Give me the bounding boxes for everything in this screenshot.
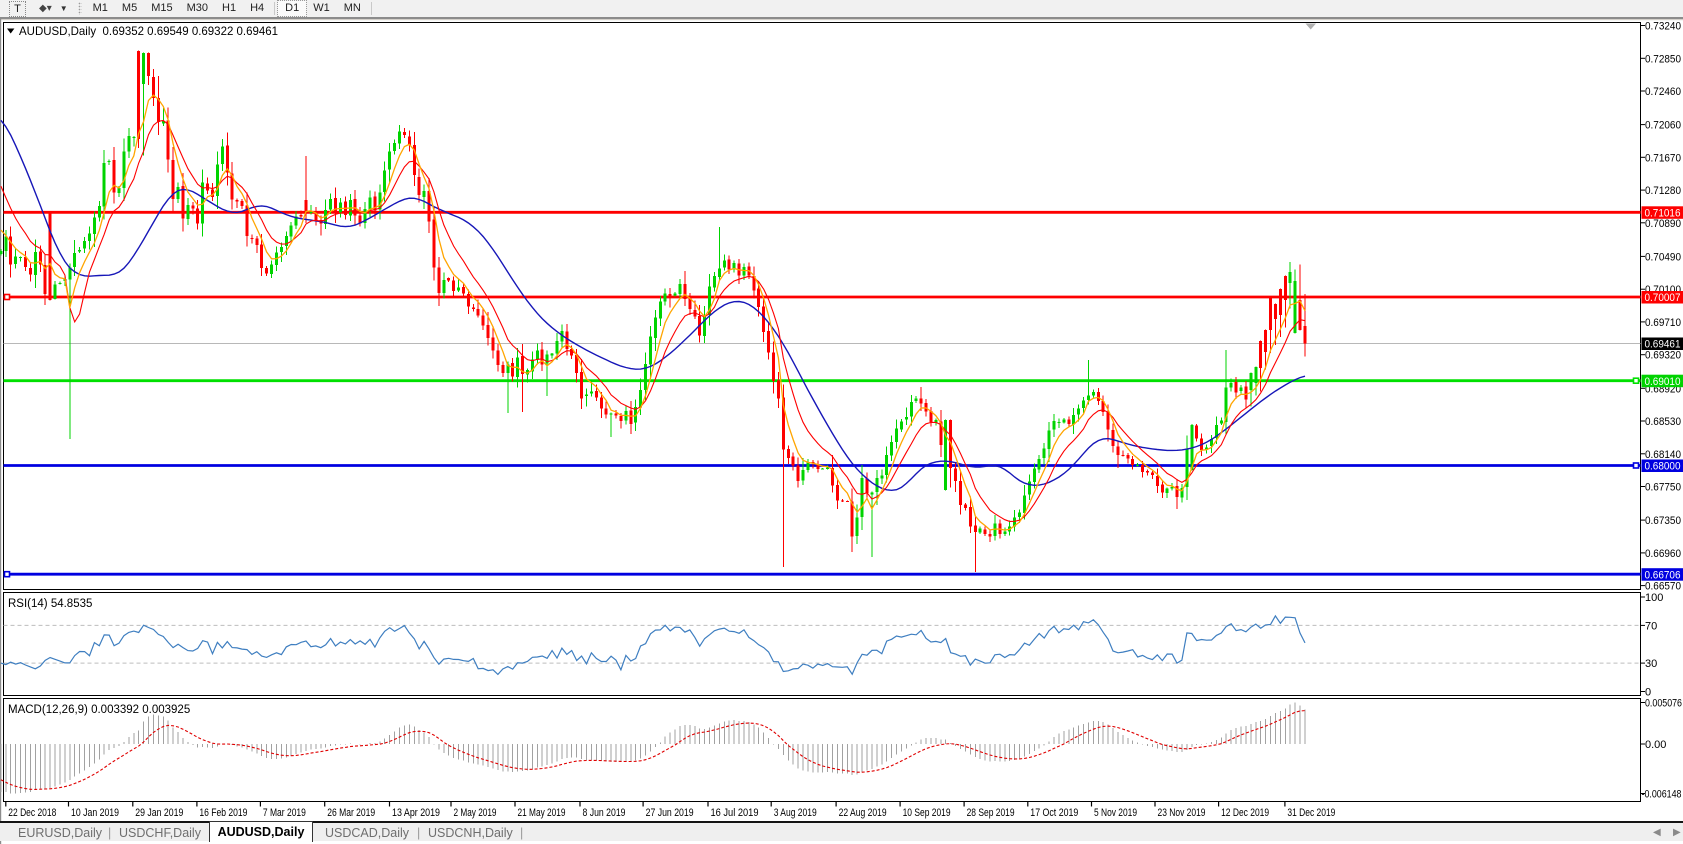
- svg-text:8 Jun 2019: 8 Jun 2019: [583, 807, 626, 819]
- svg-text:0.68530: 0.68530: [1645, 416, 1681, 428]
- svg-text:17 Oct 2019: 17 Oct 2019: [1030, 807, 1078, 819]
- svg-text:0.72060: 0.72060: [1645, 120, 1681, 132]
- svg-text:0.69461: 0.69461: [1645, 339, 1681, 351]
- svg-text:0.70890: 0.70890: [1645, 218, 1681, 230]
- svg-text:0.66570: 0.66570: [1645, 581, 1681, 593]
- svg-text:70: 70: [1645, 620, 1657, 632]
- svg-text:28 Sep 2019: 28 Sep 2019: [967, 807, 1015, 819]
- svg-text:16 Feb 2019: 16 Feb 2019: [199, 807, 247, 819]
- svg-text:22 Aug 2019: 22 Aug 2019: [839, 807, 887, 819]
- svg-text:0.69320: 0.69320: [1645, 350, 1681, 362]
- svg-text:12 Dec 2019: 12 Dec 2019: [1221, 807, 1269, 819]
- svg-text:MACD(12,26,9) 0.003392 0.00392: MACD(12,26,9) 0.003392 0.003925: [8, 704, 190, 716]
- svg-text:0.72850: 0.72850: [1645, 53, 1681, 65]
- svg-text:0.005076: 0.005076: [1645, 698, 1682, 710]
- svg-text:0.66706: 0.66706: [1645, 569, 1681, 581]
- svg-text:0.70007: 0.70007: [1645, 292, 1681, 304]
- svg-text:30: 30: [1645, 658, 1657, 670]
- svg-text:13 Apr 2019: 13 Apr 2019: [392, 807, 440, 819]
- svg-text:0.67350: 0.67350: [1645, 515, 1681, 527]
- svg-text:22 Dec 2018: 22 Dec 2018: [8, 807, 56, 819]
- svg-text:2 May 2019: 2 May 2019: [454, 807, 497, 819]
- svg-text:5 Nov 2019: 5 Nov 2019: [1094, 807, 1137, 819]
- svg-text:3 Aug 2019: 3 Aug 2019: [774, 807, 817, 819]
- svg-text:0.71280: 0.71280: [1645, 185, 1681, 197]
- svg-text:0: 0: [1645, 687, 1651, 699]
- svg-text:0.69710: 0.69710: [1645, 317, 1681, 329]
- svg-text:7 Mar 2019: 7 Mar 2019: [263, 807, 306, 819]
- svg-text:0.71016: 0.71016: [1645, 208, 1681, 220]
- svg-text:0.73240: 0.73240: [1645, 21, 1681, 33]
- svg-text:29 Jan 2019: 29 Jan 2019: [135, 807, 183, 819]
- svg-text:0.72460: 0.72460: [1645, 86, 1681, 98]
- svg-text:-0.006148: -0.006148: [1642, 789, 1682, 801]
- svg-text:26 Mar 2019: 26 Mar 2019: [327, 807, 375, 819]
- svg-text:0.67750: 0.67750: [1645, 482, 1681, 494]
- svg-text:0.68140: 0.68140: [1645, 449, 1681, 461]
- svg-text:16 Jul 2019: 16 Jul 2019: [711, 807, 759, 819]
- svg-text:0.69010: 0.69010: [1645, 376, 1681, 388]
- svg-text:100: 100: [1645, 592, 1663, 604]
- svg-text:AUDUSD,Daily 0.69352 0.69549: AUDUSD,Daily 0.69352 0.69549 0.69322 0.6…: [19, 24, 278, 38]
- svg-text:0.71670: 0.71670: [1645, 152, 1681, 164]
- svg-text:10 Jan 2019: 10 Jan 2019: [71, 807, 119, 819]
- svg-text:0.70490: 0.70490: [1645, 251, 1681, 263]
- svg-text:31 Dec 2019: 31 Dec 2019: [1287, 807, 1335, 819]
- svg-text:10 Sep 2019: 10 Sep 2019: [903, 807, 951, 819]
- svg-text:0.66960: 0.66960: [1645, 548, 1681, 560]
- svg-text:21 May 2019: 21 May 2019: [518, 807, 566, 819]
- svg-text:0.00: 0.00: [1645, 739, 1666, 751]
- svg-text:23 Nov 2019: 23 Nov 2019: [1158, 807, 1206, 819]
- svg-text:27 Jun 2019: 27 Jun 2019: [646, 807, 694, 819]
- svg-text:0.68000: 0.68000: [1645, 461, 1681, 473]
- svg-text:RSI(14) 54.8535: RSI(14) 54.8535: [8, 598, 92, 610]
